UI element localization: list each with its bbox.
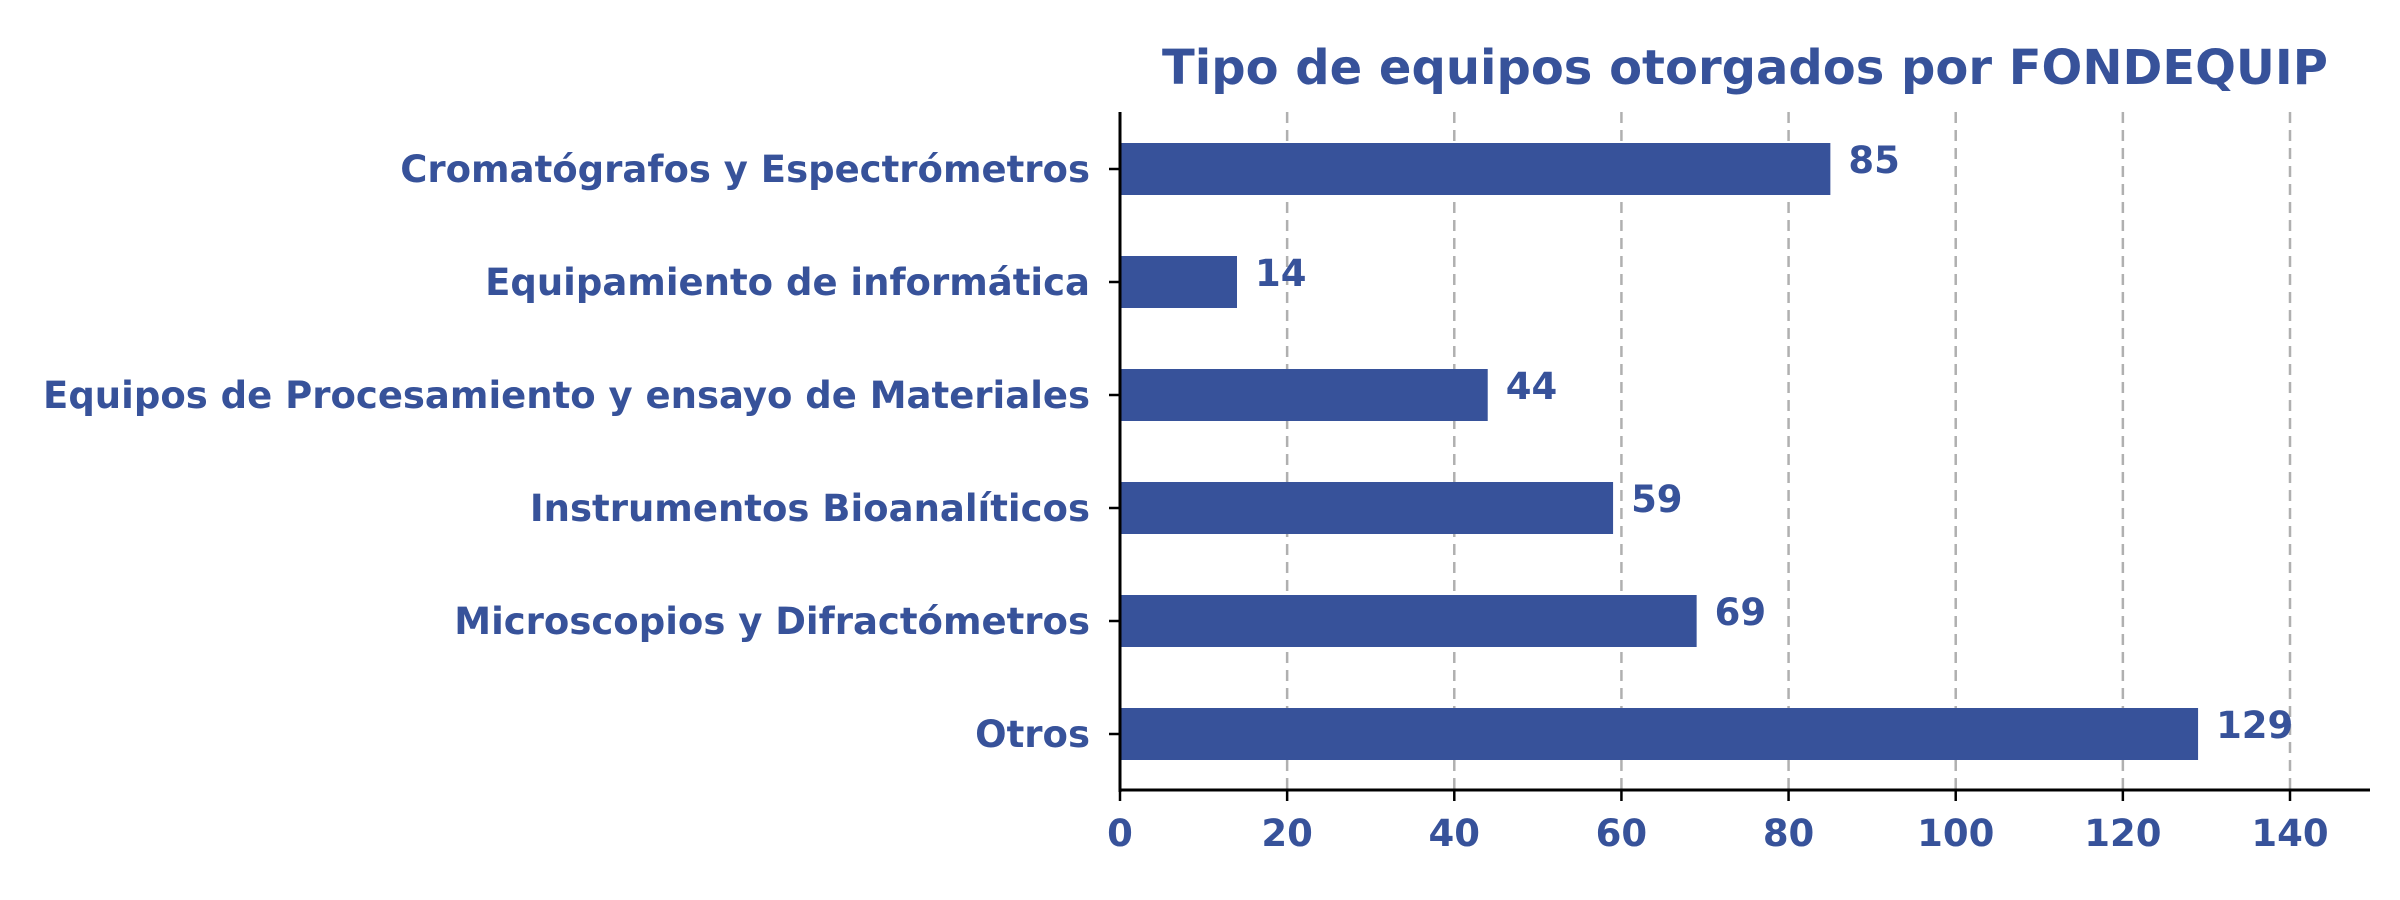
x-tick-label: 40 (1429, 812, 1481, 855)
value-label: 14 (1255, 252, 1307, 295)
bar-2 (1120, 369, 1488, 421)
labels: Cromatógrafos y Espectrómetros 85 Equipami… (43, 139, 2329, 855)
x-tick-label: 100 (1917, 812, 1994, 855)
value-label: 59 (1631, 478, 1683, 521)
grid-lines (1285, 112, 2292, 790)
bar-3 (1120, 482, 1614, 534)
chart-title: Tipo de equipos otorgados por FONDEQUIP (1162, 40, 2328, 96)
category-label: Instrumentos Bioanalíticos (530, 487, 1090, 530)
axes (1109, 112, 2370, 801)
category-label: Microscopios y Difractómetros (454, 600, 1090, 643)
bar-0 (1120, 143, 1831, 195)
bars (1120, 143, 2199, 760)
x-tick-label: 20 (1261, 812, 1313, 855)
value-label: 85 (1848, 139, 1900, 182)
category-label: Equipamiento de informática (485, 261, 1090, 304)
x-tick-label: 80 (1763, 812, 1815, 855)
x-tick-label: 140 (2251, 812, 2328, 855)
value-label: 44 (1506, 365, 1558, 408)
category-label: Cromatógrafos y Espectrómetros (400, 148, 1090, 191)
bar-5 (1120, 708, 2199, 760)
value-label: 69 (1715, 591, 1767, 634)
bar-4 (1120, 595, 1697, 647)
bar-1 (1120, 256, 1237, 308)
category-label: Otros (975, 713, 1090, 756)
value-label: 129 (2216, 704, 2293, 747)
x-tick-label: 120 (2084, 812, 2161, 855)
category-label: Equipos de Procesamiento y ensayo de Mat… (43, 374, 1090, 417)
x-tick-label: 60 (1596, 812, 1648, 855)
x-tick-label: 0 (1107, 812, 1133, 855)
